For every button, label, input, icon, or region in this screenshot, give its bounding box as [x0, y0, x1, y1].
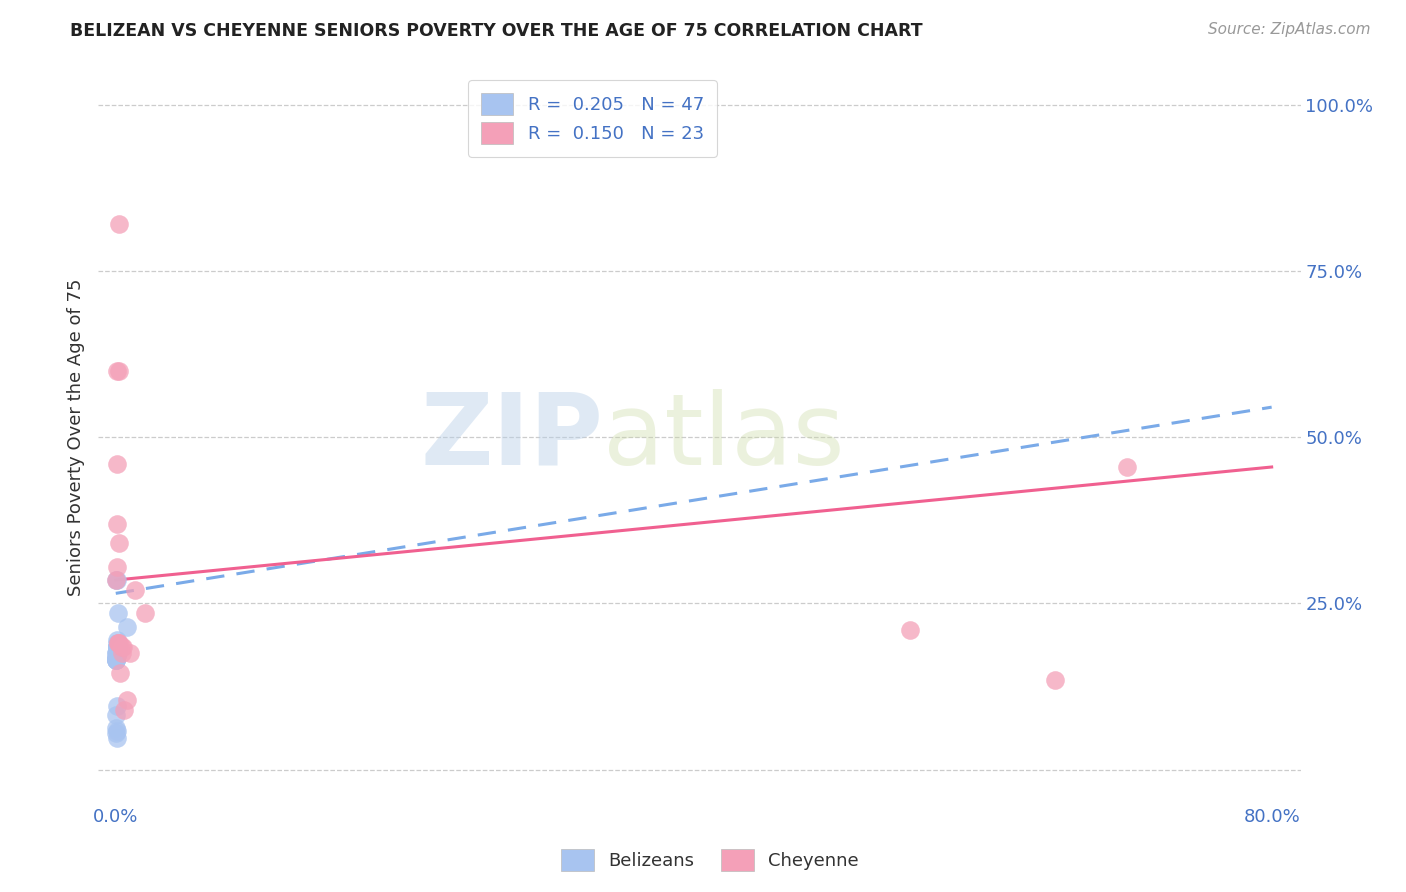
- Point: [105, 559, 128, 574]
- Point: [105, 573, 128, 587]
- Point: [105, 646, 128, 660]
- Point: [105, 646, 128, 660]
- Point: [107, 636, 129, 650]
- Point: [134, 607, 156, 621]
- Point: [107, 363, 129, 377]
- Point: [105, 640, 128, 654]
- Point: [105, 648, 128, 663]
- Point: [105, 726, 128, 740]
- Point: [1043, 673, 1066, 687]
- Point: [105, 640, 128, 654]
- Point: [105, 457, 128, 471]
- Point: [110, 646, 132, 660]
- Point: [105, 516, 128, 531]
- Point: [107, 607, 129, 621]
- Point: [105, 646, 128, 660]
- Point: [105, 646, 128, 660]
- Point: [105, 722, 128, 736]
- Point: [105, 640, 128, 654]
- Point: [105, 646, 128, 660]
- Text: BELIZEAN VS CHEYENNE SENIORS POVERTY OVER THE AGE OF 75 CORRELATION CHART: BELIZEAN VS CHEYENNE SENIORS POVERTY OVE…: [70, 22, 922, 40]
- Point: [105, 650, 128, 665]
- Point: [108, 636, 131, 650]
- Text: ZIP: ZIP: [420, 389, 603, 485]
- Text: atlas: atlas: [603, 389, 845, 485]
- Point: [105, 653, 128, 667]
- Legend: Belizeans, Cheyenne: Belizeans, Cheyenne: [554, 842, 866, 879]
- Point: [105, 650, 128, 665]
- Point: [110, 640, 132, 654]
- Point: [105, 646, 128, 660]
- Point: [105, 632, 128, 647]
- Point: [105, 640, 128, 654]
- Point: [105, 699, 128, 714]
- Point: [105, 646, 128, 660]
- Point: [105, 646, 128, 660]
- Point: [105, 640, 128, 654]
- Point: [112, 703, 135, 717]
- Point: [105, 653, 128, 667]
- Point: [115, 692, 138, 706]
- Point: [111, 640, 134, 654]
- Point: [105, 363, 128, 377]
- Point: [107, 640, 129, 654]
- Point: [900, 623, 922, 637]
- Point: [105, 573, 128, 587]
- Point: [105, 573, 128, 587]
- Point: [105, 646, 128, 660]
- Point: [105, 650, 128, 665]
- Point: [107, 646, 129, 660]
- Text: Source: ZipAtlas.com: Source: ZipAtlas.com: [1208, 22, 1371, 37]
- Point: [1116, 460, 1139, 475]
- Point: [108, 666, 131, 681]
- Point: [105, 648, 128, 663]
- Point: [105, 653, 128, 667]
- Point: [107, 217, 129, 231]
- Point: [105, 646, 128, 660]
- Point: [105, 640, 128, 654]
- Legend: R =  0.205   N = 47, R =  0.150   N = 23: R = 0.205 N = 47, R = 0.150 N = 23: [468, 80, 717, 157]
- Point: [105, 646, 128, 660]
- Point: [105, 723, 128, 738]
- Point: [105, 646, 128, 660]
- Point: [107, 640, 129, 654]
- Point: [105, 708, 128, 723]
- Point: [105, 646, 128, 660]
- Point: [107, 646, 129, 660]
- Point: [105, 646, 128, 660]
- Point: [105, 731, 128, 745]
- Point: [107, 636, 129, 650]
- Point: [108, 536, 131, 550]
- Point: [105, 646, 128, 660]
- Point: [105, 636, 128, 650]
- Point: [124, 582, 146, 597]
- Point: [105, 653, 128, 667]
- Point: [120, 646, 142, 660]
- Y-axis label: Seniors Poverty Over the Age of 75: Seniors Poverty Over the Age of 75: [66, 278, 84, 596]
- Point: [105, 648, 128, 663]
- Point: [117, 619, 139, 633]
